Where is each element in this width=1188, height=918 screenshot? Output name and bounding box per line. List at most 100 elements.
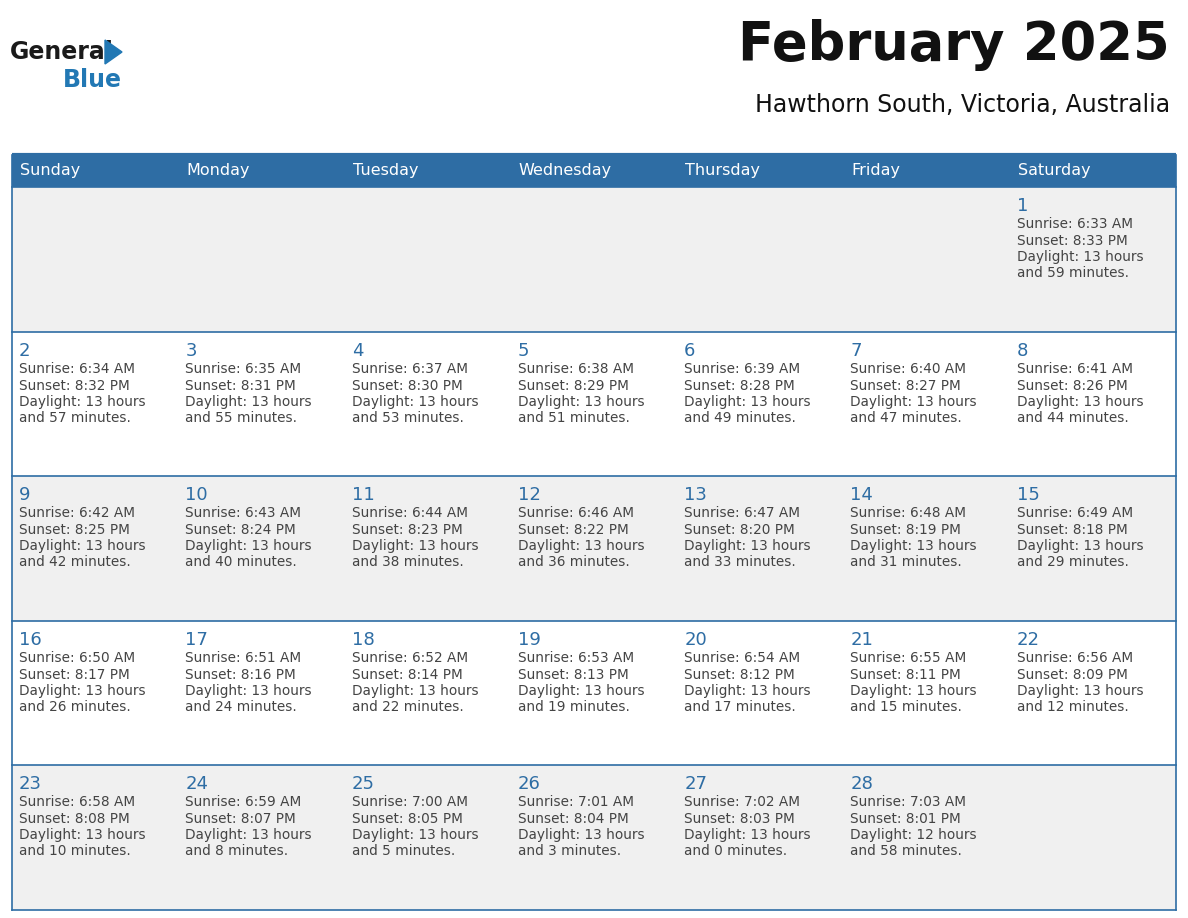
- Text: Wednesday: Wednesday: [519, 163, 612, 178]
- Text: 9: 9: [19, 487, 31, 504]
- Text: Daylight: 13 hours: Daylight: 13 hours: [19, 395, 146, 409]
- Bar: [178, 621, 345, 766]
- Text: Friday: Friday: [852, 163, 901, 178]
- Text: and 22 minutes.: and 22 minutes.: [352, 700, 463, 714]
- Text: Sunset: 8:03 PM: Sunset: 8:03 PM: [684, 812, 795, 826]
- Text: and 31 minutes.: and 31 minutes.: [851, 555, 962, 569]
- Text: Sunset: 8:27 PM: Sunset: 8:27 PM: [851, 378, 961, 393]
- Text: 22: 22: [1017, 631, 1040, 649]
- Text: and 5 minutes.: and 5 minutes.: [352, 845, 455, 858]
- Text: Daylight: 13 hours: Daylight: 13 hours: [851, 539, 977, 554]
- Text: and 44 minutes.: and 44 minutes.: [1017, 410, 1129, 425]
- Text: and 49 minutes.: and 49 minutes.: [684, 410, 796, 425]
- Bar: [677, 766, 843, 910]
- Text: Daylight: 13 hours: Daylight: 13 hours: [684, 828, 810, 843]
- Text: Sunset: 8:08 PM: Sunset: 8:08 PM: [19, 812, 129, 826]
- Text: Sunset: 8:31 PM: Sunset: 8:31 PM: [185, 378, 296, 393]
- Text: Sunset: 8:24 PM: Sunset: 8:24 PM: [185, 523, 296, 537]
- Text: Daylight: 13 hours: Daylight: 13 hours: [19, 684, 146, 698]
- Text: 23: 23: [19, 776, 42, 793]
- Text: Sunrise: 6:49 AM: Sunrise: 6:49 AM: [1017, 506, 1133, 521]
- Text: 20: 20: [684, 631, 707, 649]
- Text: Sunset: 8:22 PM: Sunset: 8:22 PM: [518, 523, 628, 537]
- Bar: [1010, 766, 1176, 910]
- Text: General: General: [10, 40, 114, 64]
- Bar: [345, 155, 511, 187]
- Bar: [677, 621, 843, 766]
- Bar: [12, 621, 178, 766]
- Text: Sunset: 8:16 PM: Sunset: 8:16 PM: [185, 667, 296, 682]
- Text: and 8 minutes.: and 8 minutes.: [185, 845, 289, 858]
- Bar: [1010, 621, 1176, 766]
- Text: and 53 minutes.: and 53 minutes.: [352, 410, 463, 425]
- Bar: [843, 476, 1010, 621]
- Text: 8: 8: [1017, 341, 1028, 360]
- Text: 7: 7: [851, 341, 862, 360]
- Text: 10: 10: [185, 487, 208, 504]
- Text: Sunrise: 6:42 AM: Sunrise: 6:42 AM: [19, 506, 135, 521]
- Text: Sunday: Sunday: [20, 163, 81, 178]
- Text: Sunrise: 6:33 AM: Sunrise: 6:33 AM: [1017, 217, 1132, 231]
- Text: Sunrise: 6:34 AM: Sunrise: 6:34 AM: [19, 362, 135, 375]
- Text: Saturday: Saturday: [1018, 163, 1091, 178]
- Bar: [843, 621, 1010, 766]
- Text: February 2025: February 2025: [739, 19, 1170, 71]
- Text: Sunrise: 6:58 AM: Sunrise: 6:58 AM: [19, 795, 135, 810]
- Text: Daylight: 13 hours: Daylight: 13 hours: [19, 828, 146, 843]
- Text: Sunset: 8:25 PM: Sunset: 8:25 PM: [19, 523, 129, 537]
- Text: Daylight: 13 hours: Daylight: 13 hours: [185, 684, 312, 698]
- Bar: [511, 476, 677, 621]
- Text: Sunset: 8:18 PM: Sunset: 8:18 PM: [1017, 523, 1127, 537]
- Bar: [345, 476, 511, 621]
- Text: and 3 minutes.: and 3 minutes.: [518, 845, 621, 858]
- Text: Sunrise: 6:46 AM: Sunrise: 6:46 AM: [518, 506, 634, 521]
- Text: and 10 minutes.: and 10 minutes.: [19, 845, 131, 858]
- Bar: [345, 331, 511, 476]
- Text: Sunset: 8:04 PM: Sunset: 8:04 PM: [518, 812, 628, 826]
- Text: 13: 13: [684, 487, 707, 504]
- Text: Tuesday: Tuesday: [353, 163, 418, 178]
- Bar: [511, 621, 677, 766]
- Bar: [511, 187, 677, 331]
- Text: Sunset: 8:32 PM: Sunset: 8:32 PM: [19, 378, 129, 393]
- Text: and 29 minutes.: and 29 minutes.: [1017, 555, 1129, 569]
- Text: Daylight: 13 hours: Daylight: 13 hours: [185, 539, 312, 554]
- Bar: [677, 187, 843, 331]
- Text: Sunrise: 6:35 AM: Sunrise: 6:35 AM: [185, 362, 302, 375]
- Text: Thursday: Thursday: [685, 163, 760, 178]
- Text: Sunrise: 6:47 AM: Sunrise: 6:47 AM: [684, 506, 801, 521]
- Text: 11: 11: [352, 487, 374, 504]
- Text: Sunrise: 6:40 AM: Sunrise: 6:40 AM: [851, 362, 966, 375]
- Text: Monday: Monday: [187, 163, 249, 178]
- Polygon shape: [105, 40, 122, 64]
- Text: Sunset: 8:28 PM: Sunset: 8:28 PM: [684, 378, 795, 393]
- Bar: [12, 331, 178, 476]
- Text: Sunrise: 6:44 AM: Sunrise: 6:44 AM: [352, 506, 468, 521]
- Text: Daylight: 13 hours: Daylight: 13 hours: [684, 539, 810, 554]
- Text: 15: 15: [1017, 487, 1040, 504]
- Text: and 55 minutes.: and 55 minutes.: [185, 410, 297, 425]
- Bar: [12, 476, 178, 621]
- Text: and 24 minutes.: and 24 minutes.: [185, 700, 297, 714]
- Text: Daylight: 13 hours: Daylight: 13 hours: [185, 828, 312, 843]
- Text: Sunset: 8:01 PM: Sunset: 8:01 PM: [851, 812, 961, 826]
- Text: Daylight: 13 hours: Daylight: 13 hours: [518, 684, 644, 698]
- Text: Sunrise: 6:55 AM: Sunrise: 6:55 AM: [851, 651, 967, 665]
- Text: and 38 minutes.: and 38 minutes.: [352, 555, 463, 569]
- Text: 1: 1: [1017, 197, 1028, 215]
- Bar: [511, 155, 677, 187]
- Text: Sunset: 8:23 PM: Sunset: 8:23 PM: [352, 523, 462, 537]
- Text: Daylight: 13 hours: Daylight: 13 hours: [1017, 684, 1143, 698]
- Bar: [843, 187, 1010, 331]
- Text: and 47 minutes.: and 47 minutes.: [851, 410, 962, 425]
- Text: Daylight: 13 hours: Daylight: 13 hours: [1017, 539, 1143, 554]
- Text: Sunrise: 6:50 AM: Sunrise: 6:50 AM: [19, 651, 135, 665]
- Text: and 58 minutes.: and 58 minutes.: [851, 845, 962, 858]
- Bar: [843, 766, 1010, 910]
- Text: Sunrise: 6:41 AM: Sunrise: 6:41 AM: [1017, 362, 1132, 375]
- Text: Daylight: 13 hours: Daylight: 13 hours: [352, 539, 479, 554]
- Bar: [843, 331, 1010, 476]
- Text: Sunset: 8:12 PM: Sunset: 8:12 PM: [684, 667, 795, 682]
- Text: Sunrise: 6:39 AM: Sunrise: 6:39 AM: [684, 362, 801, 375]
- Text: 2: 2: [19, 341, 31, 360]
